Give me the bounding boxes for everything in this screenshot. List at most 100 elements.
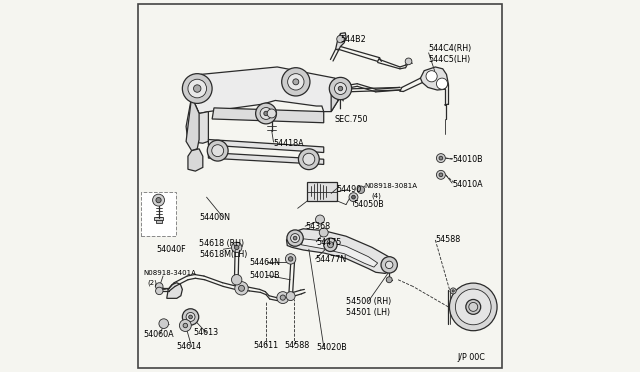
Text: 54040F: 54040F: [156, 245, 186, 254]
Text: 54010B: 54010B: [452, 155, 483, 164]
Circle shape: [405, 58, 412, 65]
Text: 54464N: 54464N: [250, 258, 280, 267]
Text: 54050B: 54050B: [353, 200, 384, 209]
Circle shape: [232, 242, 242, 253]
Circle shape: [426, 71, 437, 82]
Circle shape: [289, 257, 293, 261]
Polygon shape: [420, 67, 449, 90]
Circle shape: [186, 312, 195, 321]
Circle shape: [456, 289, 491, 325]
Polygon shape: [209, 153, 324, 164]
Circle shape: [436, 170, 445, 179]
Polygon shape: [186, 97, 209, 143]
Circle shape: [436, 154, 445, 163]
Circle shape: [182, 309, 199, 325]
Polygon shape: [287, 229, 394, 273]
Circle shape: [337, 35, 344, 43]
Circle shape: [338, 86, 342, 91]
Polygon shape: [186, 97, 199, 151]
Text: 54020B: 54020B: [316, 343, 347, 352]
Polygon shape: [331, 78, 340, 112]
Circle shape: [436, 78, 447, 89]
Text: N08918-3401A: N08918-3401A: [143, 270, 196, 276]
Bar: [307, 182, 337, 201]
Bar: [156, 220, 161, 223]
Circle shape: [287, 230, 303, 246]
Bar: [154, 217, 163, 220]
Circle shape: [293, 236, 297, 240]
Circle shape: [452, 290, 454, 292]
Circle shape: [351, 195, 355, 199]
Circle shape: [357, 186, 365, 193]
Text: 54588: 54588: [285, 341, 310, 350]
Circle shape: [156, 287, 163, 295]
Circle shape: [285, 254, 296, 264]
Text: (2): (2): [147, 279, 157, 286]
Circle shape: [277, 292, 289, 304]
Circle shape: [286, 292, 295, 301]
Circle shape: [349, 193, 358, 202]
Bar: [141, 192, 176, 236]
Text: 54475: 54475: [316, 238, 342, 247]
Circle shape: [182, 74, 212, 103]
Polygon shape: [212, 108, 324, 123]
Circle shape: [381, 257, 397, 273]
Text: 54400N: 54400N: [199, 213, 230, 222]
Polygon shape: [191, 67, 340, 113]
Circle shape: [439, 156, 443, 160]
Polygon shape: [335, 33, 346, 50]
Circle shape: [449, 283, 497, 331]
Circle shape: [316, 215, 324, 224]
Text: (4): (4): [371, 192, 381, 199]
Text: 54490: 54490: [337, 185, 362, 194]
Text: 54613: 54613: [193, 328, 219, 337]
Circle shape: [287, 74, 304, 90]
Circle shape: [291, 234, 300, 243]
Text: 54618 (RH): 54618 (RH): [199, 239, 244, 248]
Circle shape: [282, 68, 310, 96]
Text: J/P 00C: J/P 00C: [458, 353, 486, 362]
Text: 54614: 54614: [177, 342, 202, 351]
Text: 54588: 54588: [435, 235, 461, 244]
Circle shape: [179, 320, 191, 331]
Text: 54418A: 54418A: [273, 139, 304, 148]
Circle shape: [450, 288, 456, 294]
Circle shape: [267, 109, 276, 118]
Text: 544C5(LH): 544C5(LH): [428, 55, 470, 64]
Circle shape: [152, 194, 164, 206]
Circle shape: [264, 111, 268, 116]
Polygon shape: [167, 283, 182, 298]
Polygon shape: [301, 239, 378, 267]
Text: N08918-3081A: N08918-3081A: [365, 183, 418, 189]
Circle shape: [239, 285, 244, 291]
Circle shape: [385, 261, 393, 269]
Circle shape: [324, 238, 337, 251]
Circle shape: [335, 83, 346, 94]
Circle shape: [293, 79, 299, 85]
Circle shape: [386, 277, 392, 283]
Circle shape: [188, 79, 207, 98]
Text: 54611: 54611: [253, 341, 278, 350]
Text: 54618M(LH): 54618M(LH): [199, 250, 248, 259]
Polygon shape: [188, 149, 203, 171]
Circle shape: [280, 295, 285, 300]
Circle shape: [156, 283, 163, 290]
Circle shape: [466, 299, 481, 314]
Circle shape: [468, 302, 477, 311]
Circle shape: [298, 149, 319, 170]
Circle shape: [232, 275, 242, 285]
Circle shape: [330, 77, 351, 100]
Circle shape: [260, 108, 272, 119]
Circle shape: [183, 323, 188, 328]
Text: 54501 (LH): 54501 (LH): [346, 308, 390, 317]
Circle shape: [319, 228, 328, 237]
Circle shape: [255, 103, 276, 124]
Circle shape: [303, 153, 315, 165]
Polygon shape: [209, 140, 324, 153]
Circle shape: [156, 198, 161, 203]
Circle shape: [189, 315, 193, 319]
Circle shape: [207, 140, 228, 161]
Circle shape: [328, 242, 333, 248]
Circle shape: [235, 282, 248, 295]
Text: 54010B: 54010B: [250, 271, 280, 280]
